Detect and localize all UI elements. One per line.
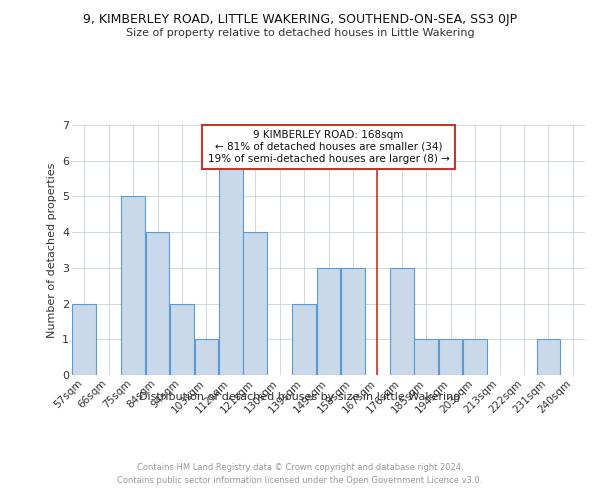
Text: 9, KIMBERLEY ROAD, LITTLE WAKERING, SOUTHEND-ON-SEA, SS3 0JP: 9, KIMBERLEY ROAD, LITTLE WAKERING, SOUT… (83, 12, 517, 26)
Bar (170, 304, 194, 375)
Bar (121, 196, 145, 375)
Text: Distribution of detached houses by size in Little Wakering: Distribution of detached houses by size … (139, 392, 461, 402)
Text: 9 KIMBERLEY ROAD: 168sqm
← 81% of detached houses are smaller (34)
19% of semi-d: 9 KIMBERLEY ROAD: 168sqm ← 81% of detach… (208, 130, 449, 164)
Bar (146, 232, 169, 375)
Text: Contains public sector information licensed under the Open Government Licence v3: Contains public sector information licen… (118, 476, 482, 485)
Bar (439, 340, 463, 375)
Bar (73, 304, 96, 375)
Bar (415, 340, 438, 375)
Bar (219, 160, 242, 375)
Bar (463, 340, 487, 375)
Bar (292, 304, 316, 375)
Bar (536, 340, 560, 375)
Bar (194, 340, 218, 375)
Y-axis label: Number of detached properties: Number of detached properties (47, 162, 56, 338)
Text: Contains HM Land Registry data © Crown copyright and database right 2024.: Contains HM Land Registry data © Crown c… (137, 462, 463, 471)
Bar (390, 268, 413, 375)
Bar (341, 268, 365, 375)
Text: Size of property relative to detached houses in Little Wakering: Size of property relative to detached ho… (125, 28, 475, 38)
Bar (244, 232, 267, 375)
Bar (317, 268, 340, 375)
